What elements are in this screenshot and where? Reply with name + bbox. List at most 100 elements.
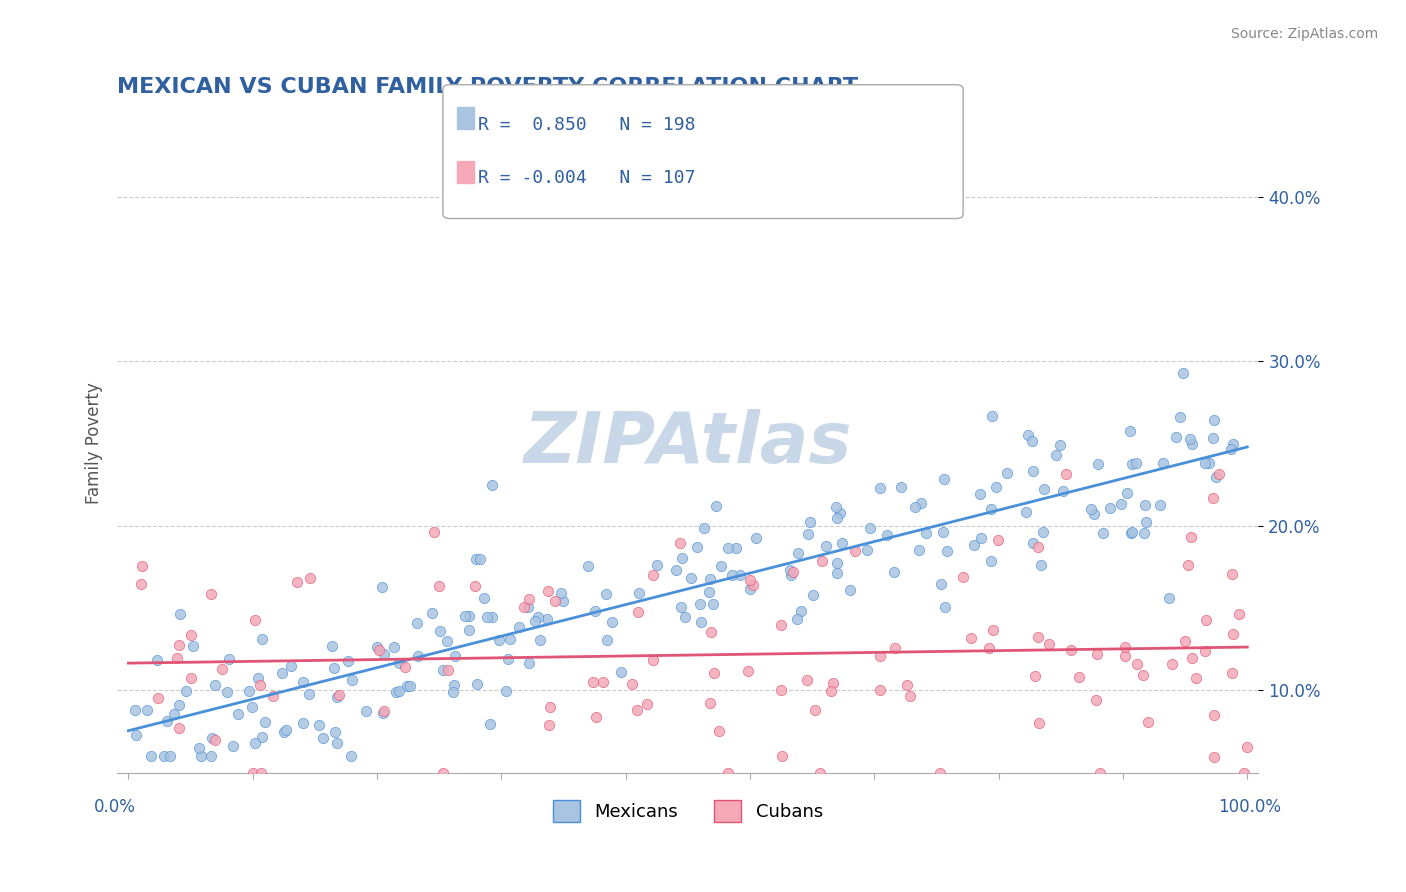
Legend: Mexicans, Cubans: Mexicans, Cubans xyxy=(546,793,830,830)
Mexicans xyxy=(904,500,927,515)
Mexicans xyxy=(323,725,346,739)
Mexicans xyxy=(481,610,503,624)
Cubans xyxy=(796,673,818,688)
Cubans xyxy=(432,765,454,780)
Mexicans xyxy=(1032,524,1054,539)
Mexicans xyxy=(728,568,751,582)
Cubans xyxy=(1202,749,1225,764)
Mexicans xyxy=(188,740,211,755)
Cubans xyxy=(129,576,152,591)
Cubans xyxy=(1161,657,1184,671)
Mexicans xyxy=(1083,507,1105,521)
Mexicans xyxy=(152,749,174,764)
Cubans xyxy=(770,683,793,698)
Cubans xyxy=(249,678,271,692)
Mexicans xyxy=(1181,437,1204,451)
Mexicans xyxy=(496,652,519,666)
Mexicans xyxy=(669,600,692,615)
Mexicans xyxy=(1135,515,1157,529)
Mexicans xyxy=(553,594,575,608)
Mexicans xyxy=(1166,429,1188,443)
Cubans xyxy=(1222,627,1244,641)
Cubans xyxy=(373,704,395,718)
Mexicans xyxy=(1022,464,1045,478)
Cubans xyxy=(585,709,607,723)
Mexicans xyxy=(366,640,388,654)
Mexicans xyxy=(1198,456,1220,470)
Cubans xyxy=(770,618,793,632)
Mexicans xyxy=(465,552,488,566)
Mexicans xyxy=(326,690,349,705)
Mexicans xyxy=(524,614,547,628)
Mexicans xyxy=(883,565,905,579)
Cubans xyxy=(146,690,169,705)
Cubans xyxy=(782,565,804,579)
Cubans xyxy=(770,749,793,764)
Cubans xyxy=(1220,666,1243,681)
Mexicans xyxy=(699,573,721,587)
Mexicans xyxy=(529,632,551,647)
Mexicans xyxy=(859,521,882,535)
Mexicans xyxy=(910,496,932,510)
Mexicans xyxy=(218,652,240,666)
Text: 0.0%: 0.0% xyxy=(94,798,136,816)
Mexicans xyxy=(831,536,853,550)
Mexicans xyxy=(932,525,955,540)
Cubans xyxy=(627,605,650,619)
Mexicans xyxy=(1021,535,1043,549)
Cubans xyxy=(1054,467,1077,481)
Text: R =  0.850   N = 198: R = 0.850 N = 198 xyxy=(478,116,696,134)
Mexicans xyxy=(472,591,495,605)
Cubans xyxy=(636,697,658,711)
Cubans xyxy=(285,574,308,589)
Mexicans xyxy=(596,633,619,648)
Mexicans xyxy=(697,585,720,599)
Cubans xyxy=(699,696,721,710)
Mexicans xyxy=(665,563,688,577)
Cubans xyxy=(538,718,561,732)
Cubans xyxy=(1202,491,1225,505)
Cubans xyxy=(180,671,202,685)
Mexicans xyxy=(1205,470,1227,484)
Mexicans xyxy=(273,725,295,739)
Mexicans xyxy=(825,500,848,515)
Mexicans xyxy=(721,567,744,582)
Cubans xyxy=(1236,740,1258,755)
Mexicans xyxy=(779,563,801,577)
Mexicans xyxy=(1109,497,1132,511)
Mexicans xyxy=(1049,438,1071,452)
Mexicans xyxy=(969,532,991,546)
Mexicans xyxy=(1119,526,1142,541)
Mexicans xyxy=(399,679,422,693)
Mexicans xyxy=(1157,591,1180,605)
Mexicans xyxy=(745,531,768,545)
Mexicans xyxy=(385,685,408,699)
Mexicans xyxy=(686,540,709,554)
Mexicans xyxy=(839,582,862,597)
Cubans xyxy=(245,614,267,628)
Mexicans xyxy=(1045,448,1067,462)
Cubans xyxy=(517,591,540,606)
Cubans xyxy=(699,625,721,640)
Mexicans xyxy=(1087,457,1109,471)
Text: ZIPAtlas: ZIPAtlas xyxy=(523,409,852,478)
Mexicans xyxy=(339,749,361,764)
Mexicans xyxy=(980,554,1002,568)
Mexicans xyxy=(645,558,668,572)
Cubans xyxy=(1177,558,1199,572)
Mexicans xyxy=(799,515,821,529)
Mexicans xyxy=(444,649,467,664)
Mexicans xyxy=(167,698,190,713)
Mexicans xyxy=(354,704,377,718)
Mexicans xyxy=(312,731,335,745)
Cubans xyxy=(1174,633,1197,648)
Mexicans xyxy=(550,585,572,599)
Mexicans xyxy=(457,608,479,623)
Mexicans xyxy=(527,610,550,624)
Cubans xyxy=(808,765,831,780)
Cubans xyxy=(811,553,834,567)
Mexicans xyxy=(291,674,314,689)
Mexicans xyxy=(1133,526,1156,541)
Mexicans xyxy=(274,723,297,737)
Mexicans xyxy=(1121,524,1143,539)
